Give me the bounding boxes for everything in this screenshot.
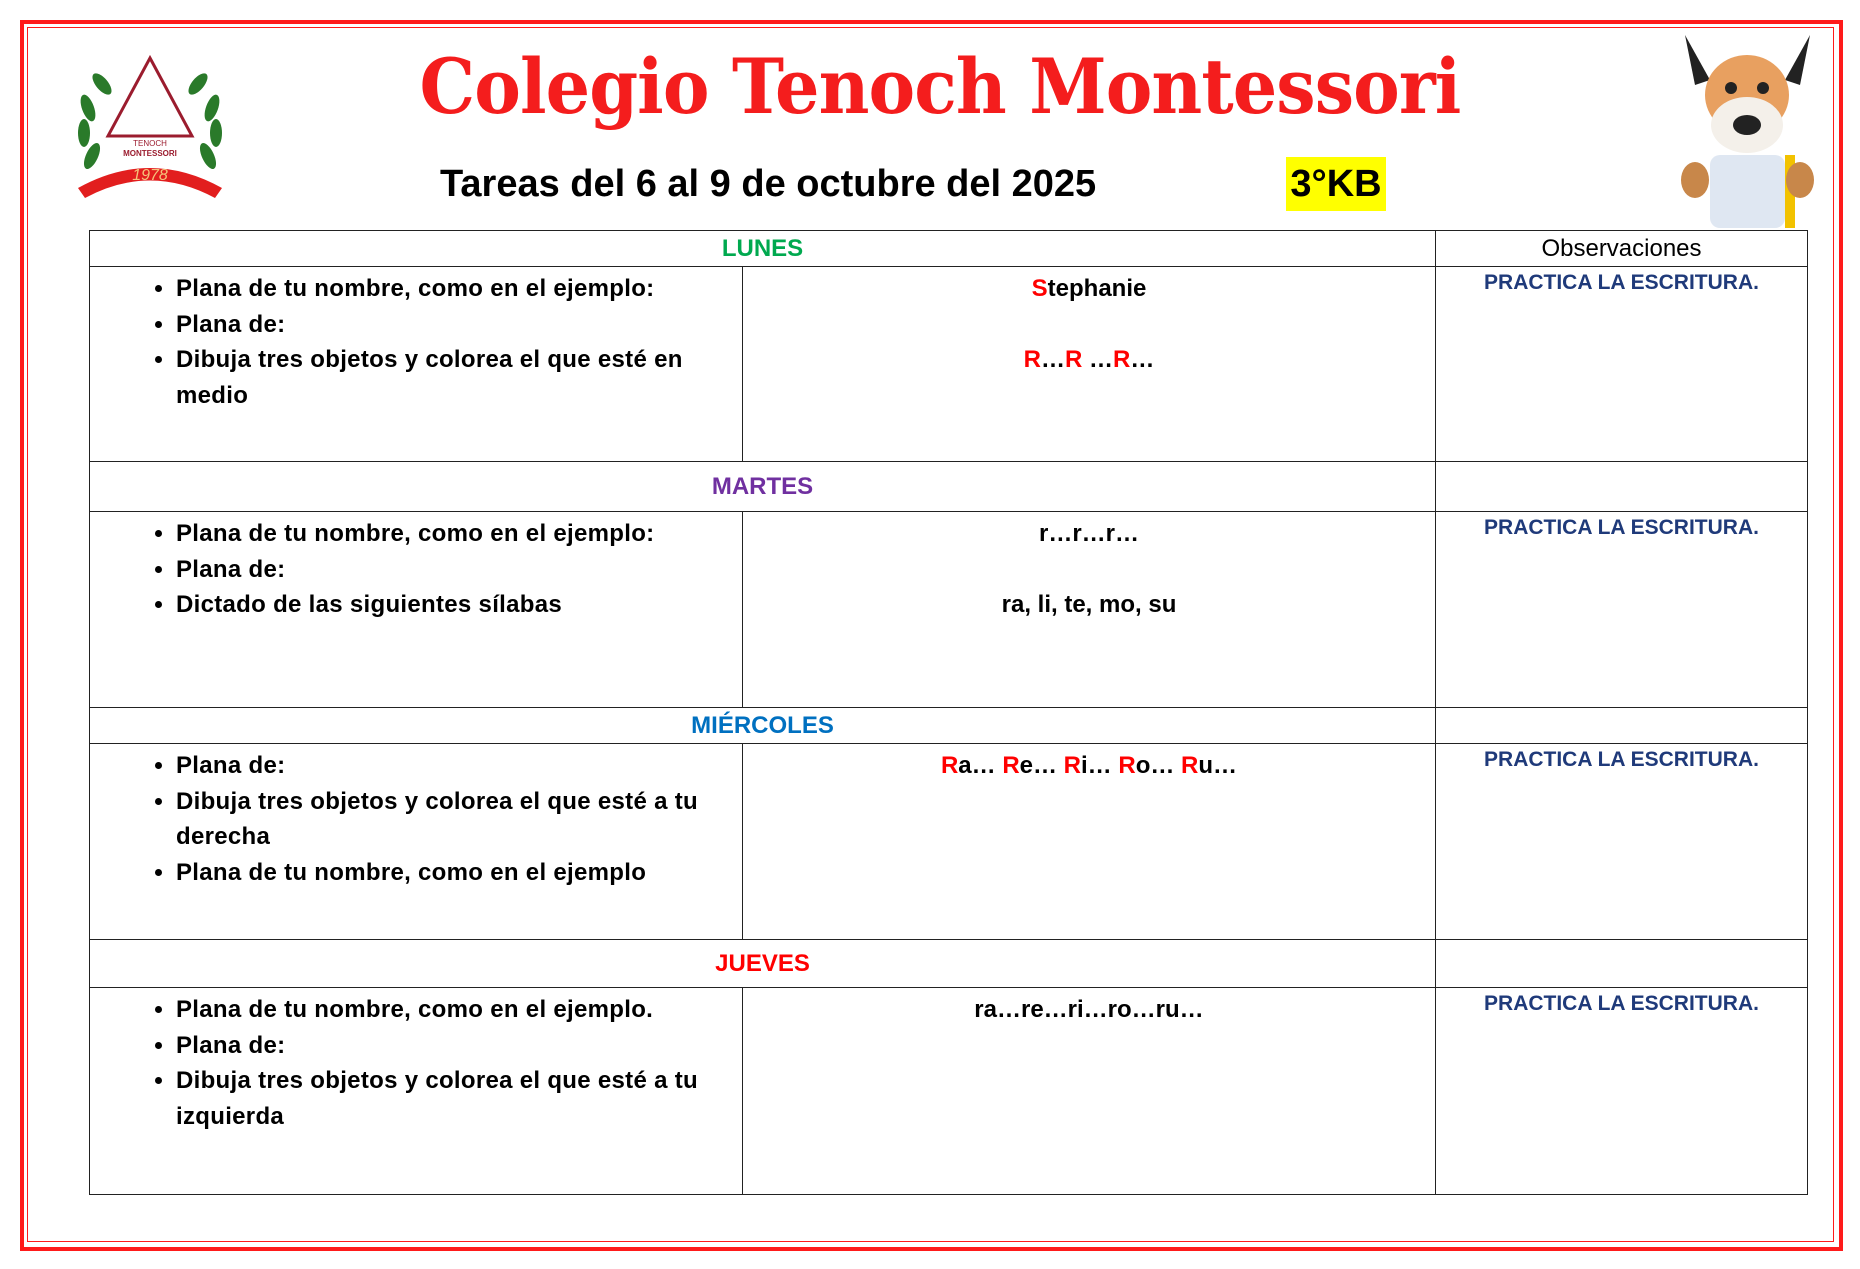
page-border	[20, 20, 1843, 1251]
example-text: tephanie	[1047, 275, 1147, 302]
example-text: …	[1040, 346, 1065, 373]
example-line: r…r…r…	[743, 516, 1435, 552]
example-text: …	[1130, 346, 1155, 373]
examples-cell: ra…re…ri…ro…ru…	[742, 987, 1436, 1195]
example-text: o…	[1135, 752, 1182, 779]
observation-cell: PRACTICA LA ESCRITURA.	[1435, 511, 1808, 708]
example-text: a…	[958, 752, 1003, 779]
example-text: i…	[1081, 752, 1119, 779]
task-list: Plana de tu nombre, como en el ejemplo:P…	[90, 516, 742, 623]
day-tasks-row: Plana de:Dibuja tres objetos y colorea e…	[89, 743, 1808, 940]
example-line: R…R …R…	[743, 342, 1435, 378]
tasks-cell: Plana de tu nombre, como en el ejemplo:P…	[89, 511, 743, 708]
tasks-cell: Plana de tu nombre, como en el ejemplo:P…	[89, 266, 743, 462]
task-item: Plana de:	[176, 307, 742, 343]
school-logo: TENOCH MONTESSORI 1978	[78, 54, 222, 198]
day-tasks-row: Plana de tu nombre, como en el ejemplo.P…	[89, 987, 1808, 1195]
task-list: Plana de tu nombre, como en el ejemplo.P…	[90, 992, 742, 1134]
task-item: Plana de:	[176, 1028, 742, 1064]
example-text: …	[1082, 346, 1113, 373]
day-header-row: MIÉRCOLES	[89, 707, 1808, 744]
task-item: Dictado de las siguientes sílabas	[176, 587, 742, 623]
example-text: ra…re…ri…ro…ru…	[974, 996, 1204, 1023]
tasks-cell: Plana de:Dibuja tres objetos y colorea e…	[89, 743, 743, 940]
example-text: e…	[1019, 752, 1064, 779]
example-line: Stephanie	[743, 271, 1435, 307]
task-item: Plana de tu nombre, como en el ejemplo.	[176, 992, 742, 1028]
observation-cell: PRACTICA LA ESCRITURA.	[1435, 266, 1808, 462]
observations-header: Observaciones	[1435, 230, 1808, 267]
day-header-row: LUNES Observaciones	[89, 230, 1808, 267]
task-item: Plana de:	[176, 748, 742, 784]
example-highlight: S	[1031, 275, 1048, 302]
example-highlight: R	[1113, 346, 1131, 373]
observation-cell: PRACTICA LA ESCRITURA.	[1435, 987, 1808, 1195]
examples-cell: r…r…r… ra, li, te, mo, su	[742, 511, 1436, 708]
example-highlight: R	[1002, 752, 1020, 779]
example-highlight: R	[1118, 752, 1136, 779]
examples-cell: Stephanie R…R …R…	[742, 266, 1436, 462]
homework-dates: Tareas del 6 al 9 de octubre del 2025	[440, 163, 1097, 205]
observations-header-empty	[1435, 939, 1808, 988]
task-item: Dibuja tres objetos y colorea el que est…	[176, 1063, 742, 1134]
example-line: ra…re…ri…ro…ru…	[743, 992, 1435, 1028]
logo-year: 1978	[132, 167, 168, 184]
examples-cell: Ra… Re… Ri… Ro… Ru…	[742, 743, 1436, 940]
task-item: Plana de tu nombre, como en el ejemplo:	[176, 271, 742, 307]
example-text: u…	[1198, 752, 1238, 779]
day-header-row: JUEVES	[89, 939, 1808, 988]
day-name: MARTES	[89, 461, 1436, 512]
mascot-image	[1681, 35, 1814, 228]
task-list: Plana de tu nombre, como en el ejemplo:P…	[90, 271, 742, 413]
example-text: r…r…r…	[1038, 520, 1140, 547]
observations-header-empty	[1435, 707, 1808, 744]
example-line: Ra… Re… Ri… Ro… Ru…	[743, 748, 1435, 784]
task-item: Plana de tu nombre, como en el ejemplo	[176, 855, 742, 891]
page-border-inner	[27, 27, 1834, 1242]
task-item: Plana de tu nombre, como en el ejemplo:	[176, 516, 742, 552]
observations-header-empty	[1435, 461, 1808, 512]
logo-text-tenoch: TENOCH	[133, 139, 167, 148]
example-highlight: R	[940, 752, 959, 779]
example-highlight: R	[1063, 752, 1082, 779]
logo-text-montessori: MONTESSORI	[123, 149, 177, 158]
day-tasks-row: Plana de tu nombre, como en el ejemplo:P…	[89, 266, 1808, 462]
task-item: Dibuja tres objetos y colorea el que est…	[176, 342, 742, 413]
task-item: Dibuja tres objetos y colorea el que est…	[176, 784, 742, 855]
day-name: MIÉRCOLES	[89, 707, 1436, 744]
example-text: ra, li, te, mo, su	[1001, 591, 1177, 618]
school-title: Colegio Tenoch Montessori	[419, 42, 1462, 131]
day-name: JUEVES	[89, 939, 1436, 988]
example-highlight: R	[1023, 346, 1041, 373]
day-name: LUNES	[89, 230, 1436, 267]
day-header-row: MARTES	[89, 461, 1808, 512]
day-tasks-row: Plana de tu nombre, como en el ejemplo:P…	[89, 511, 1808, 708]
example-highlight: R	[1181, 752, 1199, 779]
task-item: Plana de:	[176, 552, 742, 588]
observation-cell: PRACTICA LA ESCRITURA.	[1435, 743, 1808, 940]
grade-badge: 3°KB	[1286, 157, 1386, 211]
example-line: ra, li, te, mo, su	[743, 587, 1435, 623]
example-highlight: R	[1064, 346, 1083, 373]
task-list: Plana de:Dibuja tres objetos y colorea e…	[90, 748, 742, 890]
tasks-cell: Plana de tu nombre, como en el ejemplo.P…	[89, 987, 743, 1195]
